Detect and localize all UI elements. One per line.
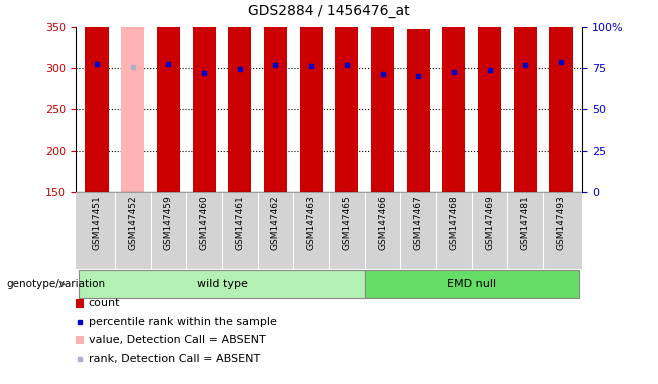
Text: wild type: wild type xyxy=(197,279,247,289)
Bar xyxy=(478,6,501,192)
Bar xyxy=(79,270,365,298)
Text: GSM147467: GSM147467 xyxy=(414,195,422,250)
Text: GSM147461: GSM147461 xyxy=(236,195,244,250)
Bar xyxy=(442,17,465,192)
Text: GDS2884 / 1456476_at: GDS2884 / 1456476_at xyxy=(248,4,410,18)
Bar xyxy=(371,15,394,192)
Text: rank, Detection Call = ABSENT: rank, Detection Call = ABSENT xyxy=(89,354,260,364)
Bar xyxy=(264,0,287,192)
Bar xyxy=(365,270,579,298)
Text: GSM147466: GSM147466 xyxy=(378,195,387,250)
Bar xyxy=(157,0,180,192)
Text: GSM147460: GSM147460 xyxy=(199,195,209,250)
Bar xyxy=(335,0,359,192)
Bar xyxy=(299,0,323,192)
Text: GSM147451: GSM147451 xyxy=(93,195,101,250)
Text: percentile rank within the sample: percentile rank within the sample xyxy=(89,317,277,327)
Bar xyxy=(514,0,537,192)
Bar xyxy=(407,29,430,192)
Text: GSM147468: GSM147468 xyxy=(449,195,459,250)
Text: GSM147459: GSM147459 xyxy=(164,195,173,250)
Bar xyxy=(86,0,109,192)
Text: GSM147493: GSM147493 xyxy=(557,195,565,250)
Bar xyxy=(193,18,216,192)
Text: count: count xyxy=(89,298,120,308)
Text: GSM147481: GSM147481 xyxy=(520,195,530,250)
Text: GSM147462: GSM147462 xyxy=(271,195,280,250)
Bar xyxy=(228,8,251,192)
Text: EMD null: EMD null xyxy=(447,279,496,289)
Text: GSM147469: GSM147469 xyxy=(485,195,494,250)
Text: GSM147452: GSM147452 xyxy=(128,195,138,250)
Text: value, Detection Call = ABSENT: value, Detection Call = ABSENT xyxy=(89,335,266,345)
Text: GSM147465: GSM147465 xyxy=(342,195,351,250)
Bar xyxy=(121,0,144,192)
Text: GSM147463: GSM147463 xyxy=(307,195,316,250)
Text: genotype/variation: genotype/variation xyxy=(7,279,106,289)
Bar xyxy=(549,0,572,192)
